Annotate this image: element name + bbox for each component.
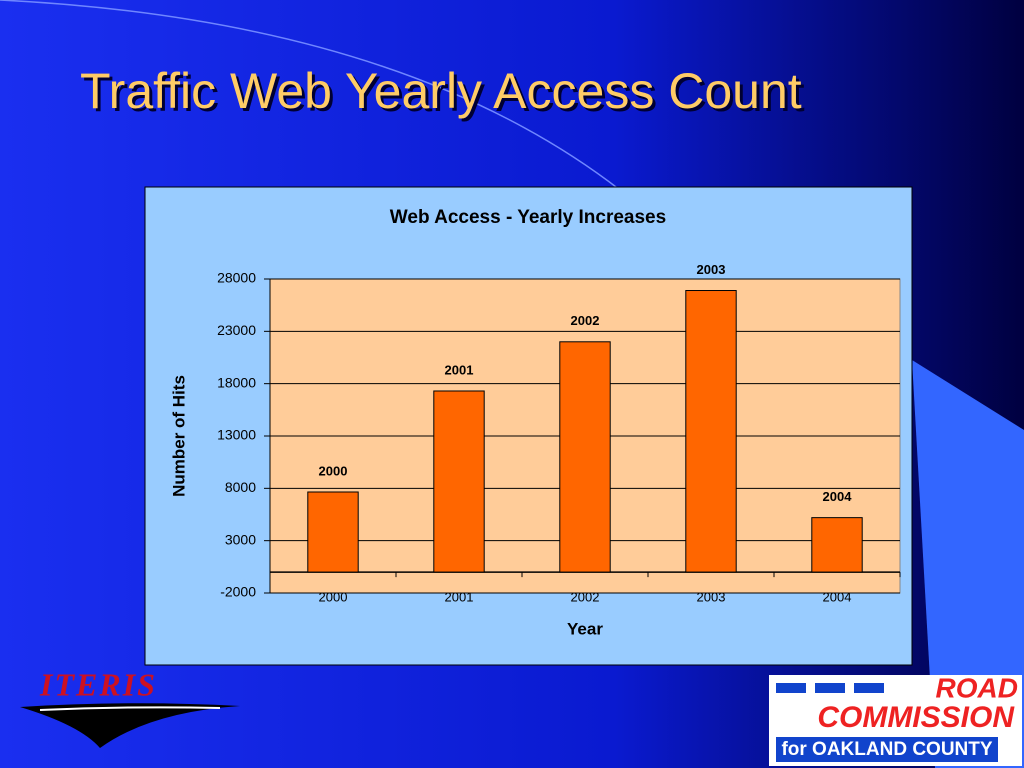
- logo-stripe: [815, 683, 845, 693]
- decor-curve: [0, 0, 621, 191]
- x-tick-label: 2002: [571, 589, 600, 604]
- y-tick-label: 8000: [225, 479, 256, 495]
- decor-shape: [912, 360, 1024, 768]
- iteris-text: ITERIS: [39, 666, 157, 702]
- x-axis-label: Year: [567, 619, 603, 638]
- logo-swoosh-line: [39, 706, 221, 711]
- chart-title: Web Access - Yearly Increases: [390, 207, 666, 228]
- y-tick-label: 23000: [217, 322, 256, 338]
- road-commission-logo: ROAD COMMISSION for OAKLAND COUNTY: [769, 672, 1022, 766]
- logo-stripe: [776, 683, 806, 693]
- y-tick-label: 28000: [217, 270, 256, 286]
- bar: [559, 341, 611, 573]
- slide-title-shadow: Traffic Web Yearly Access Count: [83, 66, 805, 122]
- logo-text: COMMISSION: [817, 701, 1015, 734]
- logo-text: for OAKLAND COUNTY: [781, 739, 992, 760]
- data-label: 2000: [319, 463, 348, 478]
- chart: -2000 3000 8000 13000 18000 23000 28000 2000 200…: [217, 262, 901, 604]
- y-axis-label: Number of Hits: [169, 375, 188, 497]
- data-label: 2002: [571, 313, 600, 328]
- logo-stripe: [854, 683, 884, 693]
- x-tick-label: 2000: [319, 589, 348, 604]
- iteris-logo: ITERIS: [20, 666, 240, 748]
- logo-text: ROAD: [936, 672, 1018, 703]
- logo-bar: [776, 737, 998, 762]
- data-label: 2001: [445, 362, 474, 377]
- y-tick-label: 3000: [225, 531, 256, 547]
- data-label: 2004: [823, 489, 853, 504]
- slide-title: Traffic Web Yearly Access Count: [80, 63, 802, 119]
- bar: [685, 290, 737, 573]
- y-tick-label: 13000: [217, 427, 256, 443]
- bar: [433, 390, 485, 573]
- x-tick-label: 2003: [697, 589, 726, 604]
- x-tick-label: 2004: [823, 589, 852, 604]
- x-tick-label: 2001: [445, 589, 474, 604]
- y-tick-label: -2000: [220, 584, 256, 600]
- y-tick-label: 18000: [217, 374, 256, 390]
- bar: [307, 491, 359, 573]
- bar: [811, 517, 863, 573]
- logo-swoosh: [20, 703, 240, 748]
- data-label: 2003: [697, 262, 726, 277]
